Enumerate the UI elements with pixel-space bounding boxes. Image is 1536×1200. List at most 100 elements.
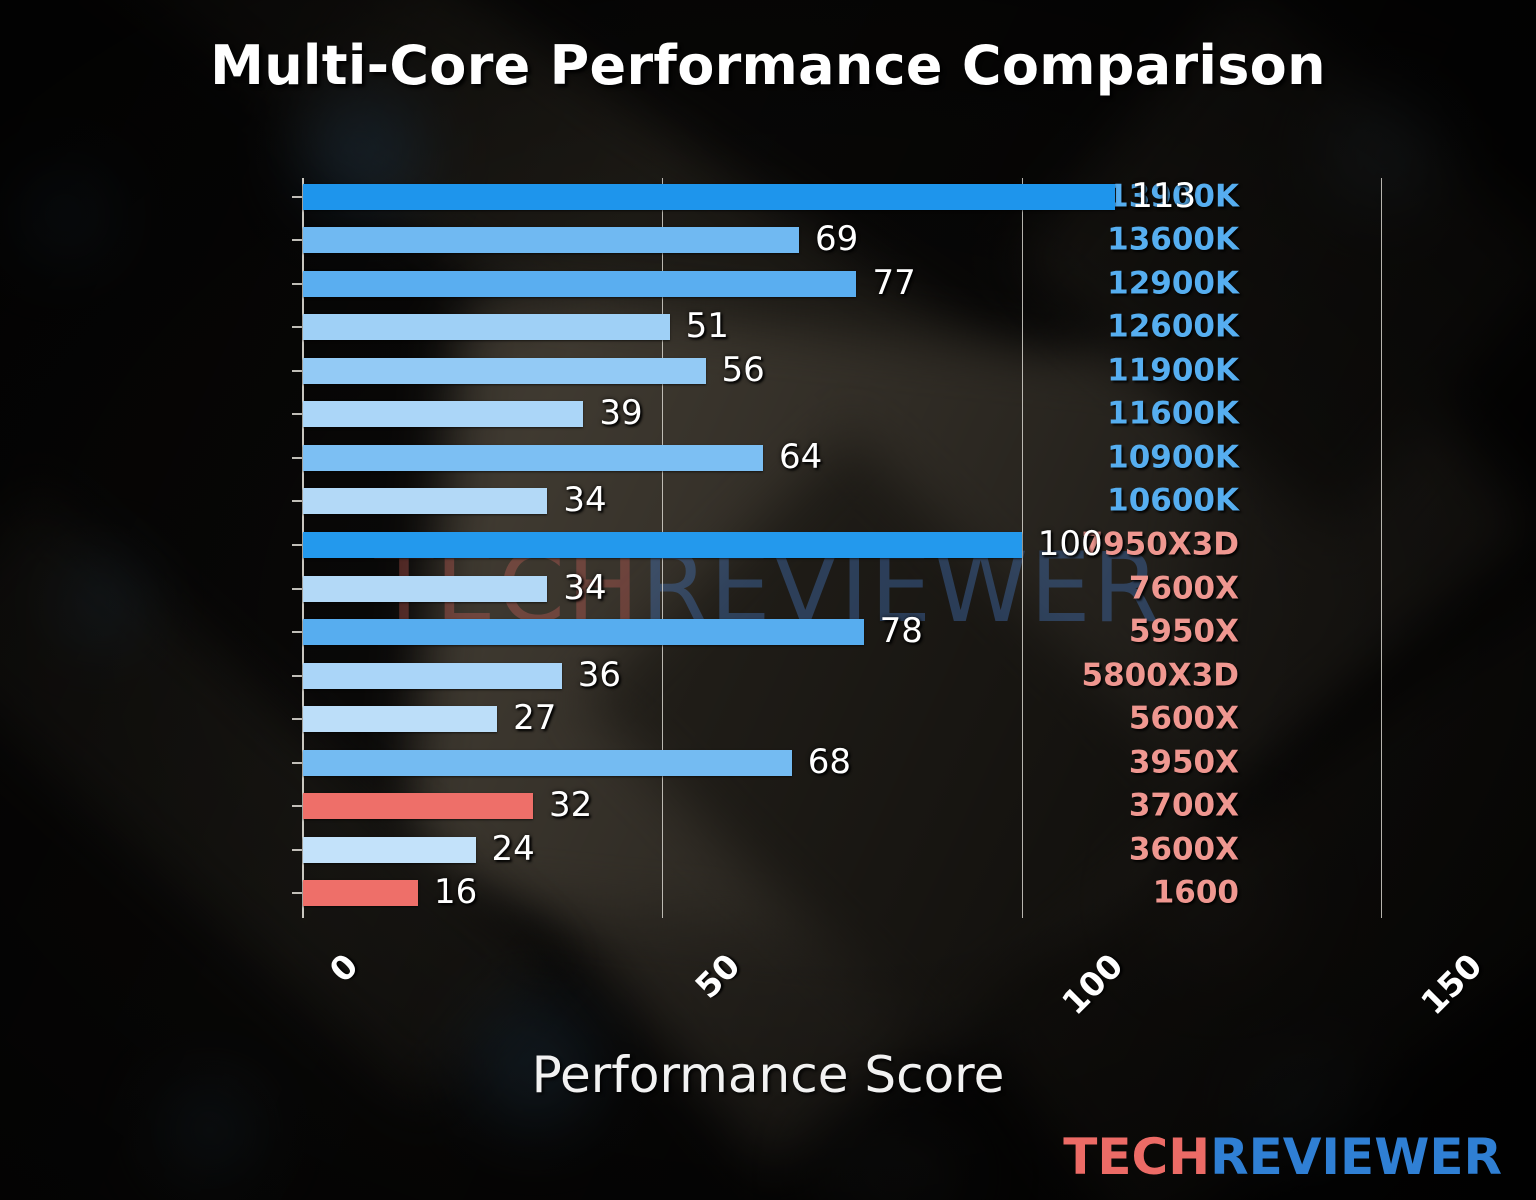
y-axis-label-text: 12600K	[1107, 308, 1239, 345]
y-tick-10600K	[292, 500, 302, 503]
y-axis-labels: 13900K 13600K 12900K 12600K 11900K 11600K 1090…	[0, 178, 1250, 918]
logo-tech: TECH	[1063, 1128, 1211, 1186]
bar-row: 24	[303, 829, 1453, 869]
y-axis-label-13600K: 13600K	[1107, 222, 1239, 276]
y-axis-label-11600K: 11600K	[1107, 396, 1239, 450]
bar-5950X[interactable]	[303, 619, 864, 646]
y-axis-label-text: 13900K	[1107, 178, 1239, 215]
bar-row: 34	[303, 481, 1453, 521]
y-axis-label-text: 10900K	[1107, 439, 1239, 476]
gridline-150	[1381, 178, 1383, 918]
y-axis-label-text: 12900K	[1107, 265, 1239, 302]
bar-value-11900K: 56	[721, 350, 765, 391]
bar-value-1600: 16	[434, 872, 478, 913]
y-axis-label-text: 7600X	[1128, 569, 1239, 606]
bar-value-13600K: 69	[814, 219, 859, 260]
bar-row: 36	[303, 655, 1453, 695]
bar-11900K[interactable]	[303, 357, 706, 384]
y-axis-label-1600: 1600	[1153, 875, 1239, 929]
bar-row: 100	[303, 524, 1453, 564]
chart-title: Multi-Core Performance Comparison	[210, 34, 1326, 97]
y-axis-label-text: 11900K	[1107, 352, 1239, 389]
y-tick-3700X	[292, 805, 302, 808]
bar-row: 69	[303, 219, 1453, 259]
y-axis-label-5600X: 5600X	[1129, 700, 1239, 755]
bar-7600X[interactable]	[303, 575, 548, 602]
y-axis-label-3600X: 3600X	[1129, 831, 1239, 886]
plot-area: 113 69 77 51 56 39 64 34 100 34 78 36 27 68 32 24 16	[292, 176, 1453, 918]
x-axis-title: Performance Score	[531, 1046, 1005, 1104]
y-axis-label-10900K: 10900K	[1107, 439, 1239, 494]
y-tick-5600X	[292, 718, 302, 721]
y-axis-label-3950X: 3950X	[1129, 744, 1239, 799]
y-tick-11600K	[292, 413, 302, 416]
bar-row: 51	[303, 307, 1453, 347]
y-tick-10900K	[292, 456, 302, 459]
y-tick-13900K	[292, 195, 302, 198]
y-tick-1600	[292, 892, 302, 895]
y-tick-7600X	[292, 587, 302, 590]
bar-7950X3D[interactable]	[303, 532, 1022, 558]
bar-row: 39	[303, 394, 1453, 434]
bar-10900K[interactable]	[303, 444, 763, 471]
bar-13600K[interactable]	[303, 227, 799, 254]
bar-value-7600X: 34	[563, 567, 607, 608]
bar-row: 77	[303, 263, 1453, 303]
bar-value-12600K: 51	[685, 306, 729, 347]
y-axis-label-text: 10600K	[1107, 482, 1239, 519]
bar-row: 32	[303, 785, 1453, 825]
bar-10600K[interactable]	[303, 488, 548, 515]
bar-row: 78	[303, 611, 1453, 651]
bar-value-3950X: 68	[807, 741, 852, 782]
y-axis-label-5800X3D: 5800X3D	[1082, 657, 1239, 712]
y-axis-label-text: 1600	[1152, 874, 1239, 911]
y-axis-label-text: 5600X	[1128, 700, 1239, 737]
bar-5600X[interactable]	[303, 706, 498, 733]
bar-row: 64	[303, 437, 1453, 477]
y-tick-5950X	[292, 631, 302, 634]
bar-3950X[interactable]	[303, 749, 792, 776]
bar-value-11600K: 39	[599, 393, 643, 434]
y-tick-5800X3D	[292, 674, 302, 677]
bar-12900K[interactable]	[303, 270, 857, 297]
y-axis-label-13900K: 13900K	[1107, 178, 1239, 233]
y-axis-label-3700X: 3700X	[1129, 787, 1239, 842]
techreviewer-logo: TECHREVIEWER	[1063, 1128, 1502, 1186]
y-axis-label-10600K: 10600K	[1107, 483, 1239, 537]
y-axis-label-7950X3D: 7950X3D	[1082, 526, 1239, 581]
y-axis-label-text: 7950X3D	[1081, 526, 1239, 563]
y-axis-label-text: 5950X	[1128, 613, 1239, 650]
y-tick-11900K	[292, 369, 302, 372]
bar-row: 113	[303, 176, 1453, 216]
bar-3700X[interactable]	[303, 793, 533, 820]
bar-value-7950X3D: 100	[1037, 524, 1103, 565]
bar-value-10900K: 64	[779, 437, 823, 478]
y-tick-3600X	[292, 848, 302, 851]
y-tick-12900K	[292, 282, 302, 285]
bar-3600X[interactable]	[303, 836, 476, 863]
y-axis-label-7600X: 7600X	[1129, 570, 1239, 625]
y-axis-label-text: 5800X3D	[1081, 656, 1239, 693]
bar-1600[interactable]	[303, 880, 418, 907]
y-tick-13600K	[292, 239, 302, 242]
bar-11600K[interactable]	[303, 401, 584, 428]
bar-13900K[interactable]	[303, 183, 1116, 210]
bar-row: 34	[303, 568, 1453, 608]
bar-row: 16	[303, 872, 1453, 912]
y-tick-3950X	[292, 761, 302, 764]
y-axis-label-text: 3950X	[1128, 743, 1239, 780]
y-axis-label-text: 3700X	[1128, 787, 1239, 824]
bar-5800X3D[interactable]	[303, 662, 562, 689]
bar-row: 56	[303, 350, 1453, 390]
bar-value-3700X: 32	[549, 785, 593, 826]
bar-value-3600X: 24	[491, 828, 535, 869]
y-axis-label-text: 11600K	[1107, 395, 1239, 432]
bar-row: 27	[303, 698, 1453, 738]
bar-value-13900K: 113	[1131, 175, 1197, 216]
y-axis-label-12900K: 12900K	[1107, 265, 1239, 320]
bar-value-12900K: 77	[872, 263, 916, 304]
bar-12600K[interactable]	[303, 314, 670, 341]
bar-value-5950X: 78	[879, 611, 923, 652]
y-axis-label-5950X: 5950X	[1129, 613, 1239, 668]
